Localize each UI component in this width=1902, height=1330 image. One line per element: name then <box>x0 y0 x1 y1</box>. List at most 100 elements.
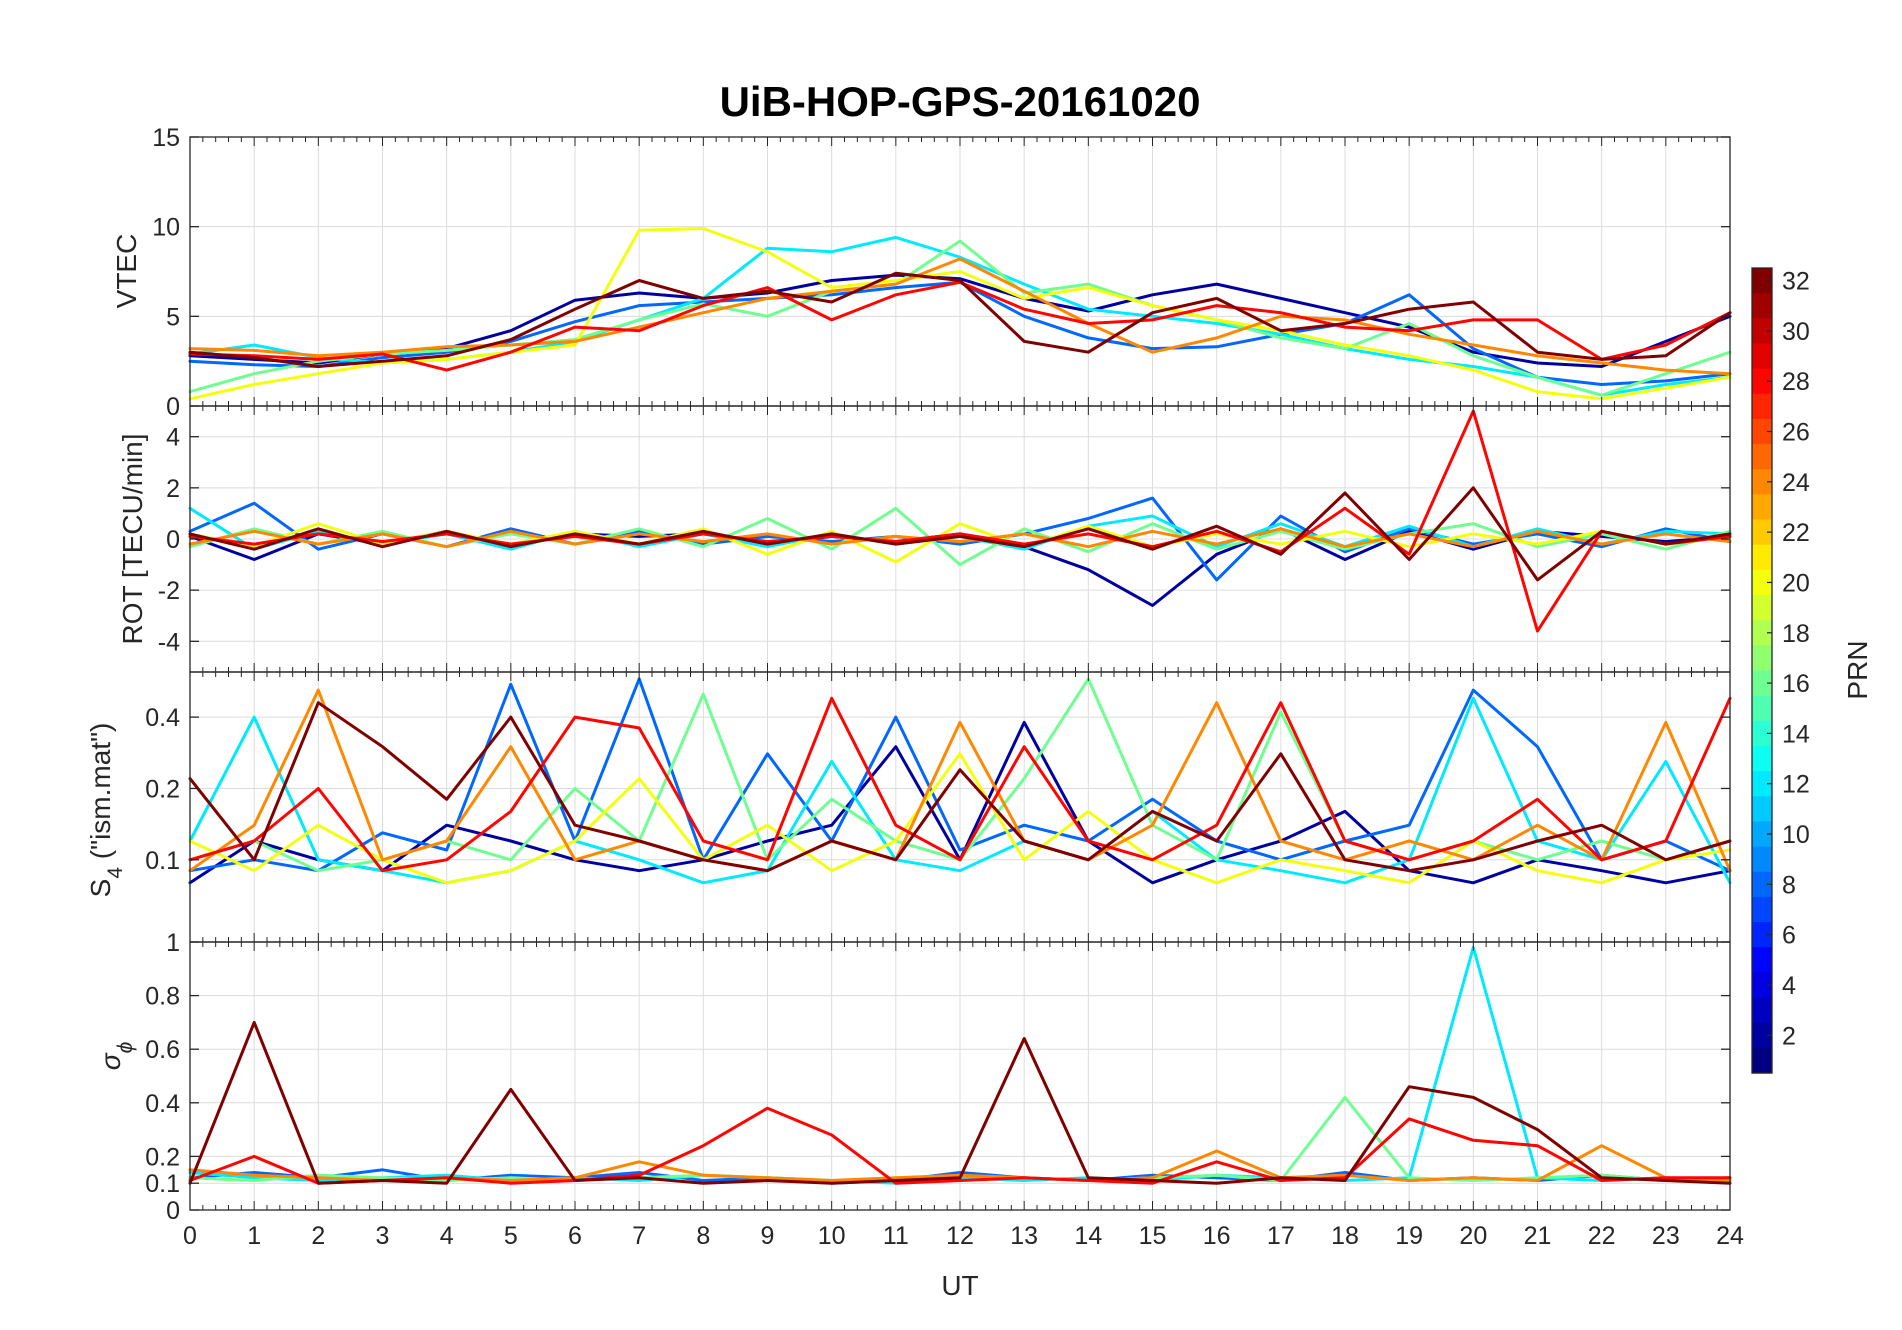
x-tick-label: 10 <box>818 1222 846 1250</box>
colorbar-segment <box>1752 922 1772 948</box>
series-line-prn-20 <box>188 227 1732 401</box>
y-tick-label: 10 <box>152 214 180 242</box>
colorbar-segment <box>1752 368 1772 395</box>
colorbar-segment <box>1752 595 1772 621</box>
s4-label-sub: 4 <box>104 867 127 879</box>
vtec-panel: 0 5 10 15 <box>152 124 1732 421</box>
colorbar-segment <box>1752 846 1772 873</box>
colorbar-segment <box>1752 469 1772 496</box>
rot-panel: -4 -2 0 2 4 <box>158 405 1732 673</box>
colorbar-segment <box>1752 418 1772 445</box>
colorbar-tick-label: 14 <box>1782 720 1810 748</box>
colorbar-tick-label: 24 <box>1782 469 1810 497</box>
colorbar-segment <box>1752 871 1772 898</box>
x-tick-label: 5 <box>504 1222 518 1250</box>
colorbar-segment <box>1752 544 1772 571</box>
x-tick-label: 14 <box>1074 1222 1102 1250</box>
colorbar-tick-label: 26 <box>1782 419 1810 447</box>
series-line-prn-16 <box>188 239 1732 397</box>
colorbar-segment <box>1752 519 1772 546</box>
colorbar-tick-label: 32 <box>1782 268 1810 296</box>
colorbar-tick-label: 2 <box>1782 1022 1796 1050</box>
vtec-axis-label: VTEC <box>111 234 142 309</box>
x-tick-label: 7 <box>632 1222 646 1250</box>
x-tick-label: 11 <box>883 1222 909 1250</box>
colorbar-segment <box>1752 821 1772 848</box>
colorbar-tick-label: 22 <box>1782 519 1810 547</box>
colorbar-segment <box>1752 343 1772 370</box>
colorbar-tick-label: 6 <box>1782 922 1796 950</box>
y-tick-label: 4 <box>166 424 180 452</box>
sigma-phi-panel: 00.10.20.40.60.810 1 2 3 4 5 6 7 8 9 10 11 12 13 14 15 1… <box>145 929 1744 1250</box>
s4-axis-label: S4 ("ism.mat") <box>85 723 127 898</box>
y-tick-label: 0 <box>166 1197 180 1225</box>
colorbar-segment <box>1752 569 1772 596</box>
rot-axis-label: ROT [TECU/min] <box>117 433 148 644</box>
colorbar-segment <box>1752 720 1772 747</box>
x-tick-label: 19 <box>1395 1222 1423 1250</box>
colorbar-segment <box>1752 1022 1772 1049</box>
y-tick-label: 5 <box>166 303 180 331</box>
y-tick-label: -4 <box>158 628 180 656</box>
y-tick-label: 0.6 <box>145 1036 180 1064</box>
colorbar-segment <box>1752 997 1772 1024</box>
y-tick-label: -2 <box>158 577 180 605</box>
x-tick-label: 18 <box>1331 1222 1359 1250</box>
series-line-prn-28 <box>188 696 1732 873</box>
y-tick-label: 0.2 <box>145 1143 180 1171</box>
colorbar-label: PRN <box>1842 640 1873 699</box>
x-tick-label: 12 <box>946 1222 974 1250</box>
s4-panel: 0.1 0.2 0.4 <box>145 671 1732 943</box>
colorbar-tick-label: 4 <box>1782 972 1796 1000</box>
colorbar-segment <box>1752 745 1772 772</box>
sigma-phi-axis-label: σϕ <box>95 1042 137 1071</box>
y-tick-label: 0.1 <box>145 1170 180 1198</box>
colorbar-segment <box>1752 620 1772 646</box>
colorbar-frame <box>1751 267 1773 1074</box>
colorbar-segment <box>1752 318 1772 345</box>
chart-title: UiB-HOP-GPS-20161020 <box>720 78 1201 125</box>
series-line-prn-24 <box>188 527 1732 549</box>
x-tick-label: 0 <box>183 1222 197 1250</box>
colorbar-segment <box>1752 393 1772 420</box>
y-tick-label: 15 <box>152 124 180 152</box>
colorbar-tick-label: 12 <box>1782 771 1810 799</box>
x-tick-label: 24 <box>1716 1222 1744 1250</box>
x-tick-label: 17 <box>1267 1222 1295 1250</box>
colorbar-segment <box>1752 771 1772 797</box>
colorbar-segment <box>1752 972 1772 999</box>
x-tick-label: 15 <box>1139 1222 1167 1250</box>
colorbar-tick-label: 28 <box>1782 368 1810 396</box>
x-tick-label: 4 <box>440 1222 454 1250</box>
y-tick-label: 0 <box>166 526 180 554</box>
y-tick-label: 1 <box>166 929 180 957</box>
colorbar-tick-label: 10 <box>1782 821 1810 849</box>
y-tick-label: 0.1 <box>145 847 180 875</box>
colorbar-segment <box>1752 494 1772 521</box>
colorbar-tick-label: 16 <box>1782 670 1810 698</box>
colorbar-segment <box>1752 268 1772 294</box>
y-tick-label: 0.8 <box>145 983 180 1011</box>
x-tick-label: 1 <box>247 1222 261 1250</box>
colorbar-tick-label: 8 <box>1782 871 1796 899</box>
colorbar-segment <box>1752 896 1772 923</box>
x-tick-label: 13 <box>1010 1222 1038 1250</box>
colorbar-segment <box>1752 796 1772 823</box>
colorbar-segment <box>1752 947 1772 973</box>
y-tick-label: 0.4 <box>145 704 180 732</box>
series-line-prn-28 <box>188 1106 1732 1185</box>
series-line-prn-24 <box>188 257 1732 376</box>
x-tick-label: 3 <box>376 1222 390 1250</box>
sigma-label-sub: ϕ <box>114 1042 137 1054</box>
colorbar-tick-label: 20 <box>1782 569 1810 597</box>
x-tick-label: 23 <box>1652 1222 1680 1250</box>
series-line-prn-2 <box>188 273 1732 368</box>
x-tick-label: 8 <box>696 1222 710 1250</box>
s4-label-rest: ("ism.mat") <box>85 723 116 867</box>
x-tick-label: 20 <box>1459 1222 1487 1250</box>
series-line-prn-32 <box>188 1020 1732 1185</box>
series-line-prn-32 <box>188 271 1732 368</box>
x-tick-label: 16 <box>1203 1222 1231 1250</box>
